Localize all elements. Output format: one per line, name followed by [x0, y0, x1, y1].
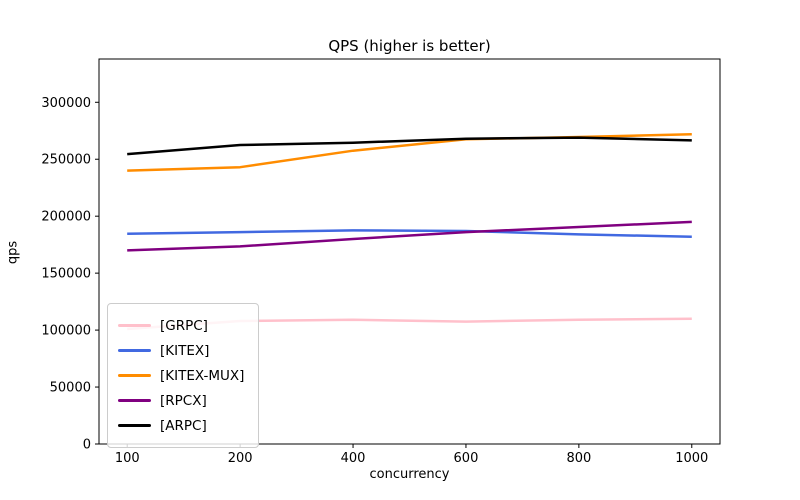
series-line-arpc — [127, 136, 692, 156]
legend-item-kitex: [KITEX] — [118, 338, 244, 363]
y-tick-label: 150000 — [41, 267, 91, 282]
y-tick-label: 200000 — [41, 210, 91, 225]
series-line-kitex — [127, 229, 692, 238]
legend: [GRPC] [KITEX] [KITEX-MUX] [RPCX] [ARPC] — [107, 303, 260, 448]
y-axis-label: qps — [5, 240, 21, 265]
y-tick-label: 0 — [83, 438, 91, 453]
legend-swatch-rpcx — [118, 399, 151, 402]
x-axis-label: concurrency — [369, 467, 450, 482]
legend-label-grpc: [GRPC] — [160, 317, 208, 334]
legend-label-kitex-mux: [KITEX-MUX] — [160, 367, 245, 384]
series-line-kitex-mux — [127, 132, 692, 172]
series-line-rpcx — [127, 220, 692, 252]
legend-label-arpc: [ARPC] — [160, 417, 207, 434]
legend-item-grpc: [GRPC] — [118, 313, 244, 338]
x-tick-label: 100 — [115, 451, 140, 466]
legend-item-kitex-mux: [KITEX-MUX] — [118, 363, 244, 388]
legend-swatch-kitex — [118, 349, 151, 352]
x-tick-label: 600 — [454, 451, 479, 466]
y-tick-label: 100000 — [41, 324, 91, 339]
legend-swatch-kitex-mux — [118, 374, 151, 377]
legend-label-kitex: [KITEX] — [160, 342, 210, 359]
y-tick-label: 250000 — [41, 153, 91, 168]
x-tick-label: 800 — [566, 451, 591, 466]
x-tick-label: 400 — [341, 451, 366, 466]
legend-swatch-grpc — [118, 324, 151, 327]
axes-frame — [98, 58, 721, 445]
y-tick-label: 50000 — [50, 381, 91, 396]
legend-label-rpcx: [RPCX] — [160, 392, 207, 409]
chart-title: QPS (higher is better) — [328, 37, 491, 55]
x-tick-label: 1000 — [675, 451, 708, 466]
legend-item-arpc: [ARPC] — [118, 413, 244, 438]
y-tick-label: 300000 — [41, 96, 91, 111]
x-tick-label: 200 — [228, 451, 253, 466]
legend-swatch-arpc — [118, 424, 151, 427]
legend-item-rpcx: [RPCX] — [118, 388, 244, 413]
